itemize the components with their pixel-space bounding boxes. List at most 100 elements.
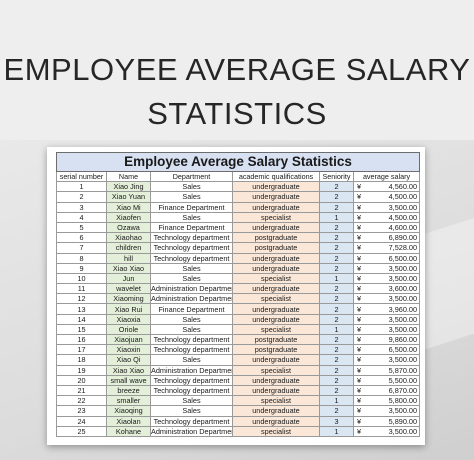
table-row: 10 Jun Sales specialist 1 ¥3,500.00 <box>56 272 421 285</box>
currency-symbol: ¥ <box>357 233 362 243</box>
cell-seniority: 2 <box>319 201 354 213</box>
cell-average-salary: ¥6,500.00 <box>352 252 421 264</box>
cell-name: small wave <box>106 374 151 386</box>
salary-amount: 9,860.00 <box>388 335 418 345</box>
table-row: 2 Xiao Yuan Sales undergraduate 2 ¥4,500.00 <box>56 191 421 203</box>
table-row: 21 breeze Technology department undergradua… <box>56 384 421 397</box>
cell-department: Technology department <box>150 232 233 244</box>
cell-serial-number: 3 <box>56 201 107 213</box>
cell-average-salary: ¥9,860.00 <box>352 333 421 346</box>
cell-name: Xiao Qi <box>106 354 151 366</box>
cell-seniority: 2 <box>319 283 354 295</box>
salary-amount: 6,500.00 <box>388 253 418 263</box>
cell-average-salary: ¥3,500.00 <box>352 272 421 285</box>
cell-name: Oriole <box>106 323 151 336</box>
cell-name: Xiao Jing <box>106 181 151 193</box>
cell-academic-qualification: postgraduate <box>232 344 320 356</box>
cell-department: Technology department <box>150 252 233 264</box>
cell-seniority: 2 <box>319 344 354 356</box>
currency-symbol: ¥ <box>357 212 362 222</box>
page-headline: EMPLOYEE AVERAGE SALARY STATISTICS <box>0 48 474 136</box>
salary-amount: 4,500.00 <box>388 212 418 222</box>
table-title: Employee Average Salary Statistics <box>55 152 421 172</box>
background-top <box>0 0 474 140</box>
cell-seniority: 1 <box>319 323 354 336</box>
table-row: 22 smaller Sales specialist 1 ¥5,800.00 <box>56 395 421 407</box>
cell-department: Sales <box>150 262 233 274</box>
table-row: 18 Xiao Qi Sales undergraduate 2 ¥3,500.00 <box>56 354 421 366</box>
cell-seniority: 2 <box>319 181 354 193</box>
cell-average-salary: ¥5,500.00 <box>352 374 421 386</box>
cell-average-salary: ¥6,500.00 <box>352 344 421 356</box>
cell-department: Technology department <box>150 242 233 254</box>
cell-average-salary: ¥3,500.00 <box>352 405 421 417</box>
currency-symbol: ¥ <box>357 406 362 416</box>
cell-seniority: 2 <box>319 191 354 203</box>
cell-academic-qualification: undergraduate <box>232 384 320 397</box>
cell-department: Technology department <box>150 374 233 386</box>
cell-academic-qualification: specialist <box>232 364 320 376</box>
header-department: Department <box>150 170 233 183</box>
cell-average-salary: ¥5,870.00 <box>352 364 421 376</box>
currency-symbol: ¥ <box>357 426 362 436</box>
cell-serial-number: 10 <box>56 272 107 285</box>
table-row: 15 Oriole Sales specialist 1 ¥3,500.00 <box>56 323 421 336</box>
cell-name: Xiao Xiao <box>106 364 151 376</box>
cell-academic-qualification: undergraduate <box>232 252 320 264</box>
cell-average-salary: ¥5,890.00 <box>352 415 421 427</box>
salary-amount: 3,500.00 <box>388 263 418 273</box>
salary-amount: 5,870.00 <box>388 365 418 375</box>
cell-average-salary: ¥6,890.00 <box>352 232 421 244</box>
cell-average-salary: ¥3,500.00 <box>352 262 421 274</box>
cell-serial-number: 22 <box>56 395 107 407</box>
cell-serial-number: 9 <box>56 262 107 274</box>
table-row: 9 Xiao Xiao Sales undergraduate 2 ¥3,500.00 <box>56 262 421 274</box>
currency-symbol: ¥ <box>357 386 362 396</box>
table-header-row: serial number Name Department academic q… <box>56 170 421 183</box>
table-row: 23 Xiaoqing Sales undergraduate 2 ¥3,500.00 <box>56 405 421 417</box>
cell-academic-qualification: undergraduate <box>232 262 320 274</box>
cell-name: Xiao Rui <box>106 303 151 315</box>
cell-seniority: 3 <box>319 415 354 427</box>
currency-symbol: ¥ <box>357 396 362 406</box>
cell-name: Xiaoqing <box>106 405 151 417</box>
currency-symbol: ¥ <box>357 243 362 253</box>
cell-serial-number: 14 <box>56 313 107 325</box>
table-row: 1 Xiao Jing Sales undergraduate 2 ¥4,560.00 <box>56 181 421 193</box>
cell-department: Sales <box>150 191 233 203</box>
cell-serial-number: 13 <box>56 303 107 315</box>
salary-amount: 3,500.00 <box>388 273 418 283</box>
table-row: 17 Xiaoxin Technology department postgradua… <box>56 344 421 356</box>
cell-seniority: 2 <box>319 242 354 254</box>
cell-academic-qualification: specialist <box>232 211 320 223</box>
table-row: 14 Xiaoxia Sales undergraduate 2 ¥3,500.00 <box>56 313 421 325</box>
cell-average-salary: ¥5,800.00 <box>352 395 421 407</box>
cell-department: Sales <box>150 395 233 407</box>
cell-name: Jun <box>106 272 151 285</box>
cell-department: Sales <box>150 354 233 366</box>
cell-serial-number: 17 <box>56 344 107 356</box>
cell-name: children <box>106 242 151 254</box>
cell-seniority: 2 <box>319 221 354 234</box>
salary-amount: 4,600.00 <box>388 223 418 233</box>
table-row: 12 Xiaoming Administration Department speci… <box>56 293 421 305</box>
cell-name: Ozawa <box>106 221 151 234</box>
currency-symbol: ¥ <box>357 273 362 283</box>
header-academic-qualifications: academic qualifications <box>232 170 320 183</box>
cell-academic-qualification: specialist <box>232 293 320 305</box>
cell-serial-number: 1 <box>56 181 107 193</box>
salary-amount: 4,560.00 <box>388 182 418 192</box>
cell-average-salary: ¥3,960.00 <box>352 303 421 315</box>
currency-symbol: ¥ <box>357 294 362 304</box>
salary-amount: 6,890.00 <box>388 233 418 243</box>
cell-average-salary: ¥3,600.00 <box>352 283 421 295</box>
salary-amount: 3,500.00 <box>388 355 418 365</box>
cell-name: smaller <box>106 395 151 407</box>
cell-academic-qualification: postgraduate <box>232 333 320 346</box>
header-average-salary: average salary <box>352 170 421 183</box>
currency-symbol: ¥ <box>357 192 362 202</box>
cell-name: Xiaoxin <box>106 344 151 356</box>
cell-average-salary: ¥3,500.00 <box>352 323 421 336</box>
cell-academic-qualification: undergraduate <box>232 303 320 315</box>
cell-serial-number: 18 <box>56 354 107 366</box>
